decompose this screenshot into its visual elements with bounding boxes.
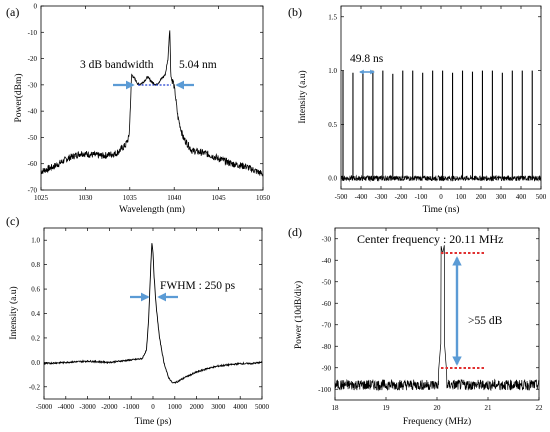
y-tick-label: 0 xyxy=(34,3,38,11)
x-tick-label: 300 xyxy=(496,193,507,201)
y-tick-label: -30 xyxy=(322,235,332,243)
y-tick-label: -70 xyxy=(28,187,38,195)
panel-a-annotation-bandwidth: 3 dB bandwidth xyxy=(80,59,154,71)
y-tick-label: -20 xyxy=(28,55,38,63)
spectrum-line xyxy=(40,30,264,177)
panel-b-annotation-period: 49.8 ns xyxy=(350,53,384,65)
panel-c: -5000 -4000 -3000 -2000 -1000 0 1000 2000 3000 40… xyxy=(8,227,270,427)
panel-b-label: (b) xyxy=(288,5,302,19)
x-tick-label: 22 xyxy=(536,404,544,412)
x-tick-label: -400 xyxy=(355,193,368,201)
panel-c-ticks: -5000 -4000 -3000 -2000 -1000 0 1000 2000 3000 40… xyxy=(29,228,270,411)
x-tick-label: -4000 xyxy=(58,403,75,411)
y-tick-label: 0.5 xyxy=(328,121,337,129)
x-tick-label: 500 xyxy=(536,193,547,201)
pulse-trace xyxy=(43,243,263,384)
panel-a-series xyxy=(40,30,264,177)
panel-d-annotation-snr: >55 dB xyxy=(468,315,503,327)
y-tick-label: -40 xyxy=(322,257,332,265)
x-tick-label: 400 xyxy=(516,193,527,201)
x-tick-label: 20 xyxy=(434,404,442,412)
x-tick-label: -5000 xyxy=(36,403,53,411)
y-tick-label: -10 xyxy=(28,29,38,37)
panel-c-series xyxy=(43,243,263,384)
x-tick-label: 0 xyxy=(151,403,155,411)
x-tick-label: 1040 xyxy=(167,194,182,202)
y-tick-label: -50 xyxy=(322,278,332,286)
panel-d-ticks: 18 19 20 21 22 -30 -40 -50 -60 -70 -80 -90 -100 xyxy=(318,228,543,412)
x-tick-label: 4000 xyxy=(233,403,248,411)
panel-d-xlabel: Frequency (MHz) xyxy=(403,416,471,427)
x-tick-label: -300 xyxy=(375,193,388,201)
x-tick-label: 1030 xyxy=(78,194,93,202)
x-tick-label: -2000 xyxy=(101,403,118,411)
panel-b-series xyxy=(340,70,542,183)
y-tick-label: 1.0 xyxy=(31,237,40,245)
x-tick-label: 0 xyxy=(439,193,443,201)
panel-b-frame xyxy=(340,5,542,190)
panel-b-ticks: -500 -400 -300 -200 -100 0 100 200 300 400 500 1.5 1… xyxy=(328,6,547,201)
y-tick-label: 0.2 xyxy=(31,334,40,342)
y-tick-label: -60 xyxy=(322,300,332,308)
x-tick-label: -3000 xyxy=(79,403,96,411)
x-tick-label: 19 xyxy=(383,404,391,412)
panel-a-ylabel: Power(dBm) xyxy=(13,73,24,122)
x-tick-label: 1050 xyxy=(256,194,271,202)
y-tick-label: -60 xyxy=(28,160,38,168)
y-tick-label: -30 xyxy=(28,81,38,89)
x-tick-label: 5000 xyxy=(255,403,270,411)
panel-d-annotation-center: Center frequency : 20.11 MHz xyxy=(357,232,504,246)
rf-spectrum-line xyxy=(334,245,540,392)
x-tick-label: 1035 xyxy=(123,194,138,202)
y-tick-label: -0.2 xyxy=(29,383,41,391)
y-tick-label: -80 xyxy=(322,343,332,351)
x-tick-label: 1000 xyxy=(168,403,183,411)
panel-c-ylabel: Intensity (a.u) xyxy=(8,286,19,339)
panel-d-frame xyxy=(334,227,540,401)
panel-d-ylabel: Power (10dB/div) xyxy=(293,281,304,349)
panel-a-frame xyxy=(40,5,264,191)
panel-b-xlabel: Time (ns) xyxy=(423,204,460,215)
panel-a-label: (a) xyxy=(6,5,19,19)
panel-c-xlabel: Time (ps) xyxy=(135,416,172,427)
panel-b: -500 -400 -300 -200 -100 0 100 200 300 400 500 1.5 1… xyxy=(297,5,547,215)
y-tick-label: -40 xyxy=(28,108,38,116)
y-tick-label: -90 xyxy=(322,364,332,372)
x-tick-label: 1025 xyxy=(34,194,49,202)
y-tick-label: 1.0 xyxy=(328,67,337,75)
x-tick-label: -100 xyxy=(415,193,428,201)
x-tick-label: 100 xyxy=(456,193,467,201)
x-tick-label: 18 xyxy=(332,404,340,412)
panel-d: 18 19 20 21 22 -30 -40 -50 -60 -70 -80 -90 -100 Freq… xyxy=(293,227,543,427)
panel-d-series xyxy=(334,245,540,392)
x-tick-label: -1000 xyxy=(123,403,140,411)
y-tick-label: 0.0 xyxy=(31,359,40,367)
panel-d-label: (d) xyxy=(288,225,302,239)
baseline-noise xyxy=(340,174,542,183)
x-tick-label: 1045 xyxy=(212,194,227,202)
y-tick-label: -100 xyxy=(318,386,331,394)
y-tick-label: -70 xyxy=(322,321,332,329)
y-tick-label: -50 xyxy=(28,134,38,142)
y-tick-label: 0.0 xyxy=(328,175,337,183)
panel-c-annotation-fwhm: FWHM : 250 ps xyxy=(160,280,236,292)
panel-a-xlabel: Wavelength (nm) xyxy=(119,204,185,215)
x-tick-label: 3000 xyxy=(211,403,226,411)
panel-a-ticks: 1025 1030 1035 1040 1045 1050 0 -10 -20 -30 -40 -50… xyxy=(28,3,271,203)
y-tick-label: 1.5 xyxy=(328,13,337,21)
panel-a: 1025 1030 1035 1040 1045 1050 0 -10 -20 -30 -40 -50… xyxy=(13,3,271,216)
y-tick-label: 0.6 xyxy=(31,286,40,294)
x-tick-label: 200 xyxy=(476,193,487,201)
panel-b-ylabel: Intensity (a.u) xyxy=(297,70,308,123)
y-tick-label: 0.4 xyxy=(31,310,40,318)
x-tick-label: -500 xyxy=(335,193,348,201)
x-tick-label: 21 xyxy=(485,404,493,412)
panel-a-annotation-value: 5.04 nm xyxy=(179,59,217,71)
y-tick-label: 0.8 xyxy=(31,261,40,269)
x-tick-label: -200 xyxy=(395,193,408,201)
panel-c-label: (c) xyxy=(6,214,19,228)
x-tick-label: 2000 xyxy=(190,403,205,411)
